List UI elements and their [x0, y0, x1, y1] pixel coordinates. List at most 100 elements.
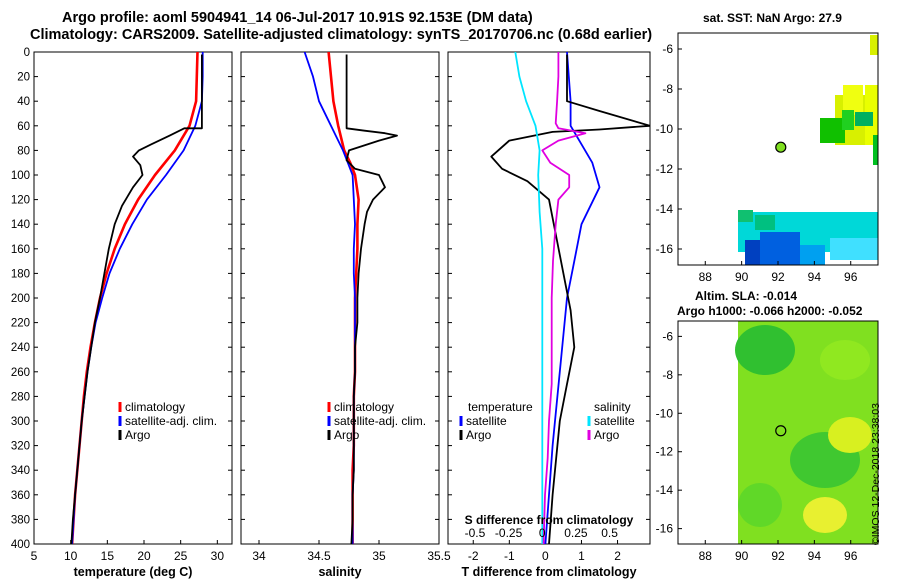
depth-tick-label: 360 — [11, 490, 30, 502]
legend-label: Argo — [594, 428, 620, 442]
sst-float-marker — [775, 141, 787, 153]
x-tick-label: 30 — [211, 549, 225, 563]
depth-tick-label: 40 — [17, 96, 30, 108]
x-tick-label: 35.5 — [427, 549, 451, 563]
depth-tick-label: 140 — [11, 219, 30, 231]
sla-map-plot — [678, 321, 878, 544]
map-x-tick-label: 90 — [735, 549, 749, 563]
x-tick-label: 34 — [252, 549, 266, 563]
depth-tick-label: 340 — [11, 465, 30, 477]
legend-label: satellite-adj. clim. — [334, 414, 426, 428]
map-y-tick-label: -10 — [656, 406, 674, 420]
legend-label: Argo — [466, 428, 492, 442]
x2-tick-label: 0 — [539, 526, 546, 540]
sla-float-marker — [775, 425, 787, 437]
depth-tick-label: 220 — [11, 318, 30, 330]
sst-map-title: sat. SST: NaN Argo: 27.9 — [703, 11, 842, 25]
x-tick-label: 34.5 — [307, 549, 331, 563]
map-x-tick-label: 94 — [808, 270, 822, 284]
x2-tick-label: -0.25 — [495, 526, 523, 540]
legend-label: Argo — [125, 428, 151, 442]
depth-tick-label: 120 — [11, 195, 30, 207]
temperature-axes — [33, 51, 233, 545]
map-y-tick-label: -10 — [656, 122, 674, 136]
sla-map-title: Altim. SLA: -0.014 — [695, 289, 798, 303]
legend-label: Argo — [334, 428, 360, 442]
depth-tick-label: 0 — [24, 47, 30, 59]
depth-tick-label: 380 — [11, 514, 30, 526]
depth-tick-label: 260 — [11, 367, 30, 379]
map-y-tick-label: -16 — [656, 522, 674, 536]
x-tick-label: 1 — [578, 549, 585, 563]
map-y-tick-label: -16 — [656, 242, 674, 256]
map-y-tick-label: -6 — [662, 329, 673, 343]
x2-axis-label: S difference from climatology — [465, 513, 634, 527]
sst-map-plot — [678, 33, 878, 265]
x-tick-label: 5 — [31, 549, 38, 563]
map-y-tick-label: -14 — [656, 202, 674, 216]
series-line-t-satellite — [544, 52, 601, 544]
map-y-tick-label: -14 — [656, 483, 674, 497]
map-x-tick-label: 92 — [771, 270, 785, 284]
series-line-s-argo — [541, 52, 587, 544]
map-y-tick-label: -12 — [656, 162, 674, 176]
legend-label: climatology — [334, 400, 394, 414]
depth-tick-label: 200 — [11, 293, 30, 305]
x-tick-label: 0 — [542, 549, 549, 563]
x-tick-label: 35 — [372, 549, 386, 563]
x2-tick-label: 0.25 — [564, 526, 588, 540]
depth-tick-label: 240 — [11, 342, 30, 354]
series-line-argo — [345, 54, 398, 544]
legend-title-temperature: temperature — [468, 400, 533, 414]
x-tick-label: 2 — [614, 549, 621, 563]
plot-title-line2: Climatology: CARS2009. Satellite-adjuste… — [30, 27, 653, 43]
depth-tick-label: 180 — [11, 268, 30, 280]
map-x-tick-label: 96 — [844, 549, 858, 563]
map-y-tick-label: -12 — [656, 445, 674, 459]
map-x-tick-label: 88 — [699, 270, 713, 284]
depth-tick-label: 280 — [11, 391, 30, 403]
difference-axes — [447, 51, 651, 545]
depth-tick-label: 100 — [11, 170, 30, 182]
depth-tick-label: 320 — [11, 441, 30, 453]
x-axis-label: T difference from climatology — [461, 565, 636, 579]
map-x-tick-label: 90 — [735, 270, 749, 284]
x-axis-label: salinity — [318, 565, 361, 579]
depth-tick-label: 60 — [17, 121, 30, 133]
series-line-s-satellite — [514, 52, 544, 544]
legend-label: climatology — [125, 400, 185, 414]
plot-title-line1: Argo profile: aoml 5904941_14 06-Jul-201… — [62, 10, 533, 26]
x2-tick-label: 0.5 — [601, 526, 618, 540]
map-x-tick-label: 92 — [771, 549, 785, 563]
legend-label: satellite-adj. clim. — [125, 414, 217, 428]
x-tick-label: -1 — [504, 549, 515, 563]
x-tick-label: 25 — [174, 549, 188, 563]
depth-tick-label: 20 — [17, 72, 30, 84]
x-tick-label: -2 — [468, 549, 479, 563]
salinity-axes — [240, 51, 440, 545]
map-y-tick-label: -6 — [662, 42, 673, 56]
x-tick-label: 10 — [64, 549, 78, 563]
legend-label: satellite — [594, 414, 635, 428]
depth-tick-label: 80 — [17, 145, 30, 157]
series-line-t-argo — [490, 54, 650, 544]
map-x-tick-label: 88 — [699, 549, 713, 563]
map-y-tick-label: -8 — [662, 368, 673, 382]
x-tick-label: 20 — [137, 549, 151, 563]
depth-tick-label: 400 — [11, 539, 30, 551]
temperature-series-group — [70, 52, 204, 544]
timestamp: ©IMOS 12-Dec-2018 23:38:03 — [870, 403, 882, 545]
depth-tick-label: 160 — [11, 244, 30, 256]
series-line-argo — [70, 54, 203, 544]
salinity-series-group — [303, 52, 398, 544]
map-y-tick-label: -8 — [662, 82, 673, 96]
x-tick-label: 15 — [101, 549, 115, 563]
legend-label: satellite — [466, 414, 507, 428]
sla-map-subtitle: Argo h1000: -0.066 h2000: -0.052 — [677, 304, 863, 318]
depth-tick-label: 300 — [11, 416, 30, 428]
differences-series-group — [490, 52, 650, 544]
x-axis-label: temperature (deg C) — [74, 565, 193, 579]
x2-tick-label: -0.5 — [465, 526, 486, 540]
map-x-tick-label: 94 — [808, 549, 822, 563]
